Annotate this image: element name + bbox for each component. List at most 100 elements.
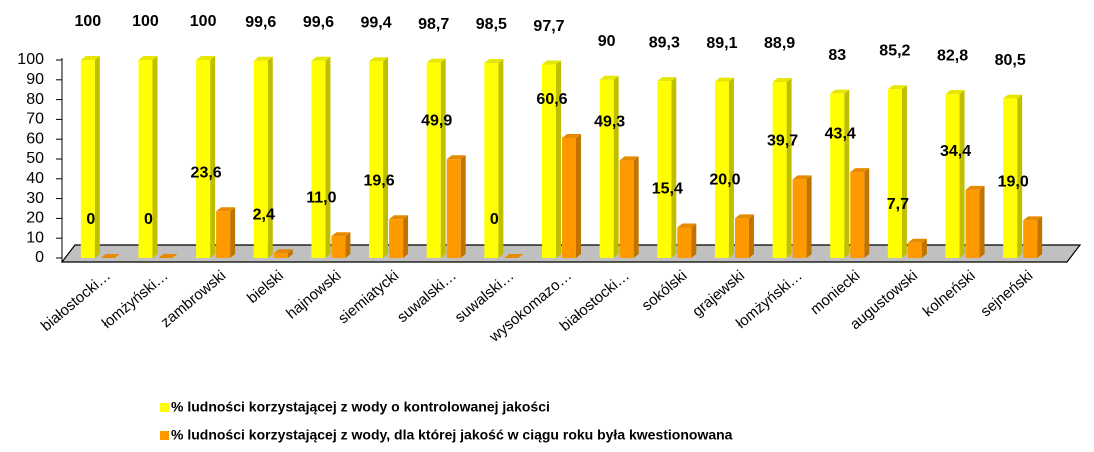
bar-top bbox=[426, 58, 446, 63]
y-tick-label: 20 bbox=[26, 210, 44, 227]
bar bbox=[792, 179, 807, 258]
value-label: 98,7 bbox=[418, 16, 449, 33]
bar-side bbox=[613, 75, 619, 258]
bar bbox=[389, 219, 404, 258]
bar-top bbox=[945, 90, 965, 95]
bar bbox=[446, 159, 461, 258]
bar bbox=[80, 60, 95, 258]
value-label: 0 bbox=[490, 211, 499, 228]
bar bbox=[734, 218, 749, 258]
y-tick-label: 40 bbox=[26, 170, 44, 187]
value-label: 82,8 bbox=[937, 47, 968, 64]
legend-label: % ludności korzystającej z wody, dla któ… bbox=[171, 427, 733, 443]
value-label: 49,9 bbox=[421, 112, 452, 129]
bar bbox=[138, 60, 153, 258]
bar bbox=[253, 60, 268, 259]
bar-side bbox=[1017, 94, 1023, 258]
x-tick-label: kolneński bbox=[920, 267, 979, 320]
value-label: 23,6 bbox=[191, 164, 222, 181]
y-tick-label: 10 bbox=[26, 229, 44, 246]
y-tick-label: 100 bbox=[17, 51, 44, 68]
bar-top bbox=[484, 58, 504, 63]
value-label: 89,3 bbox=[649, 34, 680, 51]
bar-side bbox=[633, 156, 639, 258]
bar-top bbox=[196, 56, 216, 60]
bar-top bbox=[562, 134, 581, 139]
bar-top bbox=[830, 89, 850, 94]
bar bbox=[1003, 98, 1018, 258]
bar-side bbox=[786, 77, 792, 258]
y-tick-label: 60 bbox=[26, 130, 44, 147]
bar-top bbox=[138, 56, 158, 60]
bar bbox=[619, 160, 634, 258]
bar bbox=[426, 62, 441, 258]
bar-top bbox=[389, 215, 409, 220]
value-label: 83 bbox=[828, 47, 846, 64]
bar-side bbox=[691, 223, 697, 258]
x-tick-label: siemiatycki bbox=[335, 267, 402, 327]
bar-top bbox=[1003, 94, 1023, 99]
bar bbox=[907, 242, 922, 258]
bar-side bbox=[440, 58, 446, 258]
value-label: 85,2 bbox=[879, 43, 910, 60]
bar-side bbox=[287, 249, 293, 258]
value-label: 99,6 bbox=[303, 14, 334, 31]
bar bbox=[945, 94, 960, 258]
value-label: 80,5 bbox=[995, 52, 1026, 69]
value-label: 98,5 bbox=[476, 16, 507, 33]
bar-side bbox=[921, 238, 927, 258]
value-label: 34,4 bbox=[940, 143, 971, 160]
bar bbox=[850, 172, 865, 258]
bar bbox=[369, 61, 384, 258]
bar-side bbox=[864, 168, 870, 258]
bar bbox=[484, 62, 499, 258]
bar-top bbox=[253, 56, 273, 61]
bar-side bbox=[267, 56, 273, 259]
bar-top bbox=[619, 156, 639, 161]
x-tick-label: bielski bbox=[244, 267, 287, 307]
y-tick-label: 50 bbox=[26, 150, 44, 167]
legend-label: % ludności korzystającej z wody o kontro… bbox=[171, 399, 550, 415]
value-label: 15,4 bbox=[652, 181, 683, 198]
x-tick-label: suwalski… bbox=[394, 267, 460, 326]
bar-side bbox=[556, 60, 561, 258]
bar-top bbox=[369, 57, 389, 62]
legend-swatch bbox=[160, 431, 169, 440]
bar-top bbox=[331, 232, 351, 237]
value-label: 100 bbox=[74, 13, 101, 30]
bar-side bbox=[901, 85, 907, 258]
bar-top bbox=[677, 223, 697, 228]
bar bbox=[772, 81, 787, 258]
bar-side bbox=[959, 90, 965, 258]
y-tick-label: 30 bbox=[26, 190, 44, 207]
value-label: 0 bbox=[86, 211, 95, 228]
bar-side bbox=[403, 215, 409, 258]
value-label: 99,6 bbox=[245, 14, 276, 31]
value-label: 49,3 bbox=[594, 114, 625, 131]
value-label: 7,7 bbox=[887, 196, 909, 213]
value-label: 2,4 bbox=[253, 206, 275, 223]
bar bbox=[1023, 220, 1038, 258]
bar-side bbox=[152, 56, 158, 258]
bar-side bbox=[671, 77, 677, 258]
value-label: 100 bbox=[190, 13, 217, 30]
bar bbox=[714, 81, 729, 258]
bar bbox=[887, 89, 902, 258]
bar-side bbox=[844, 89, 850, 258]
bar-top bbox=[887, 85, 907, 90]
bar-top bbox=[100, 254, 120, 258]
x-tick-label: sokólski bbox=[639, 267, 691, 314]
bar-top bbox=[599, 75, 619, 80]
bar-side bbox=[576, 134, 581, 258]
bar-top bbox=[714, 77, 734, 82]
bar-top bbox=[446, 155, 466, 160]
bar-side bbox=[806, 175, 812, 258]
bar bbox=[562, 138, 576, 258]
value-label: 19,0 bbox=[998, 174, 1029, 191]
bar-side bbox=[210, 56, 216, 258]
bar bbox=[311, 60, 326, 259]
bar-top bbox=[657, 77, 677, 82]
bar-side bbox=[748, 214, 754, 258]
bar bbox=[542, 64, 556, 258]
